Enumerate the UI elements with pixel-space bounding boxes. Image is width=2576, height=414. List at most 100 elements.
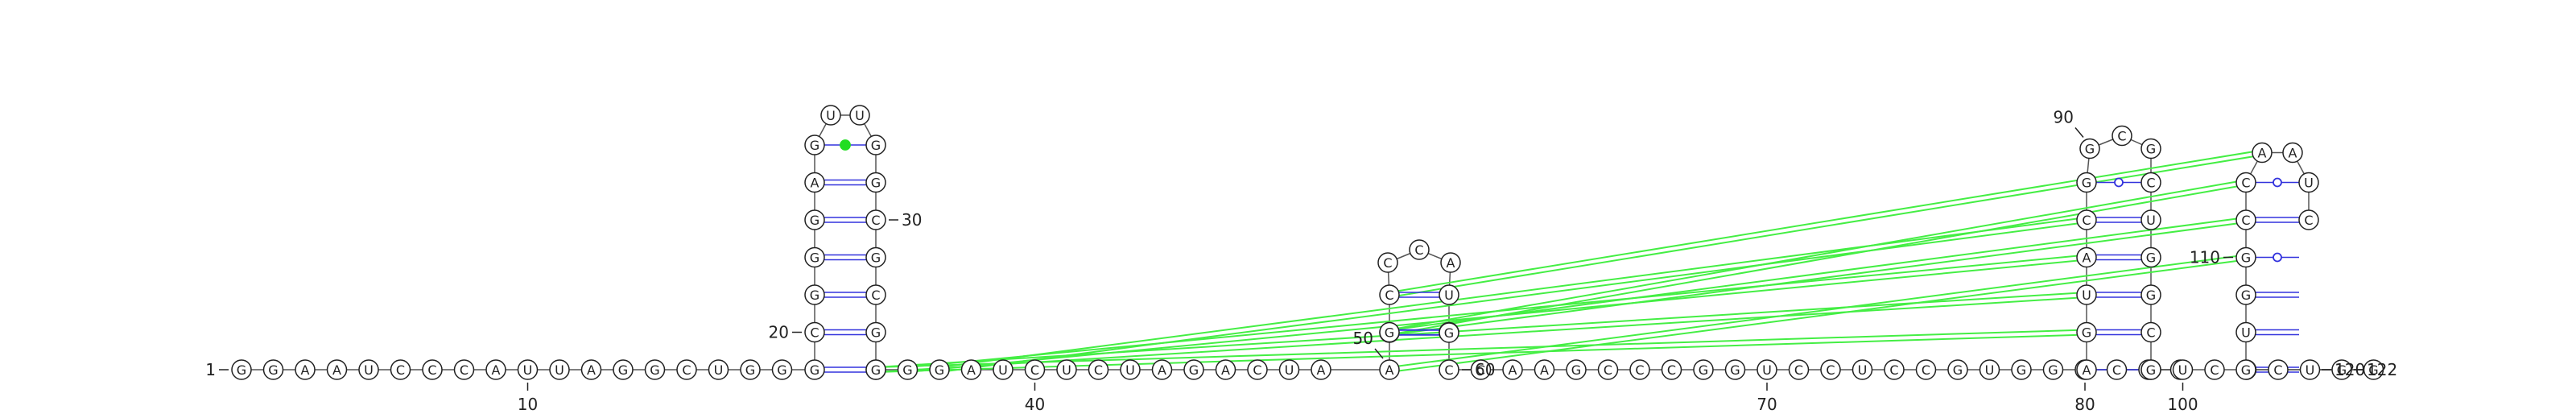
nucleotide: C [1470, 359, 1492, 380]
nucleotide: C [2204, 359, 2225, 380]
nucleotide: G [2140, 284, 2161, 305]
nucleotide-letter: A [2083, 250, 2091, 266]
nucleotide-letter: A [332, 362, 341, 378]
nucleotide-letter: G [2017, 362, 2026, 378]
nucleotide-letter: A [1447, 255, 1455, 271]
nucleotide-letter: U [2241, 325, 2251, 341]
nucleotide: C [1439, 359, 1459, 380]
nucleotide-letter: G [2337, 362, 2347, 378]
pseudoknot-line [1389, 149, 2263, 293]
nucleotide: G [2140, 138, 2161, 159]
nucleotide-circle [1439, 359, 1459, 380]
nucleotide: A [804, 172, 825, 193]
nucleotide: G [804, 359, 825, 380]
position-label: 60 [1475, 360, 1495, 379]
nucleotide-circle [2076, 359, 2097, 380]
nucleotide-circle [2076, 172, 2097, 193]
nucleotide-letter: C [1414, 242, 1423, 258]
nucleotide-letter: C [2112, 362, 2121, 378]
position-label: 10 [518, 395, 538, 414]
nucleotide-letter: G [2048, 362, 2058, 378]
nucleotide-letter: A [587, 362, 596, 378]
nucleotide-circle [580, 359, 602, 380]
nucleotide: A [2076, 359, 2097, 380]
nucleotide-circle [2363, 359, 2384, 380]
nucleotide-letter: C [1444, 362, 1453, 378]
nucleotide: G [865, 321, 886, 343]
nucleotide: U [1278, 359, 1300, 380]
nucleotide-letter: C [2304, 213, 2313, 228]
nucleotide-letter: C [2273, 362, 2282, 378]
nucleotide-letter: U [555, 362, 564, 378]
position-label: 90 [2054, 108, 2074, 127]
tick-layer [219, 127, 2363, 391]
nucleotide-letter: A [1317, 362, 1326, 378]
nucleotide-letter: G [1699, 362, 1708, 378]
nucleotide: C [1820, 359, 1841, 380]
nucleotide: G [1724, 359, 1746, 380]
nucleotide-circle [740, 359, 761, 380]
nucleotide: C [2235, 209, 2256, 230]
nucleotide-letter: C [1385, 288, 1393, 303]
nucleotide-circle [771, 359, 793, 380]
nucleotide: G [2076, 172, 2097, 193]
nucleotide: G [2235, 359, 2256, 380]
nucleotide-letter: G [871, 250, 881, 266]
nucleotide-circle [2299, 359, 2321, 380]
nucleotide-circle [1915, 359, 1937, 380]
nucleotide-letter: G [650, 362, 659, 378]
nucleotide: G [804, 284, 825, 305]
nucleotide-letter: U [1985, 362, 1995, 378]
noncanonical-pair-marker [840, 139, 851, 151]
nucleotide: U [1757, 359, 1777, 380]
nucleotide: C [1661, 359, 1682, 380]
nucleotide: A [1311, 359, 1331, 380]
nucleotide: G [1693, 359, 1714, 380]
nucleotide-circle [2140, 172, 2161, 193]
nucleotide-letter: G [902, 362, 912, 378]
nucleotide-letter: G [2241, 250, 2251, 266]
nucleotide-circle [485, 359, 506, 380]
nucleotide: G [865, 246, 886, 268]
nucleotide-circle [865, 246, 886, 268]
nucleotide: A [1534, 359, 1555, 380]
nucleotide-letter: A [1540, 362, 1549, 378]
nucleotide-circle [2235, 172, 2256, 193]
nucleotide-circle [1629, 359, 1650, 380]
nucleotide-letter: G [2082, 176, 2091, 191]
nucleotide-circle [2140, 359, 2161, 380]
nucleotide-letter: C [1667, 362, 1676, 378]
nucleotide: G [1183, 359, 1204, 380]
nucleotide-circle [1278, 359, 1300, 380]
nucleotide: C [2268, 359, 2289, 380]
nucleotide: G [2011, 359, 2032, 380]
nucleotide-circle [2011, 359, 2032, 380]
nucleotide-circle [2140, 246, 2161, 268]
nucleotide-letter: U [2306, 362, 2315, 378]
position-label: 120 [2334, 360, 2365, 379]
nucleotide-letter: C [1794, 362, 1803, 378]
nucleotide-letter: G [745, 362, 755, 378]
nucleotide-letter: U [1062, 362, 1071, 378]
nucleotide-letter: A [492, 362, 501, 378]
nucleotide-circle [1088, 359, 1109, 380]
nucleotide-circle [1693, 359, 1714, 380]
nucleotide: G [2140, 246, 2161, 268]
nucleotide-circle [2112, 125, 2132, 147]
nucleotide: C [1409, 239, 1430, 260]
nucleotide-letter: G [871, 138, 881, 153]
nucleotide-letter: U [2304, 176, 2314, 191]
nucleotide-circle [865, 135, 886, 155]
nucleotide: C [2235, 172, 2256, 193]
nucleotide: U [708, 359, 729, 380]
gu-pair-marker [2114, 177, 2124, 188]
nucleotide-circle [960, 359, 982, 380]
position-tick [1374, 348, 1384, 359]
nucleotide-circle [1566, 359, 1587, 380]
nucleotide-letter: G [810, 362, 819, 378]
nucleotide-circle [1724, 359, 1746, 380]
nucleotide-circle [2298, 172, 2319, 193]
nucleotide-circle [231, 359, 252, 380]
nucleotide-circle [2235, 284, 2256, 305]
nucleotide-letter: G [2368, 362, 2378, 378]
